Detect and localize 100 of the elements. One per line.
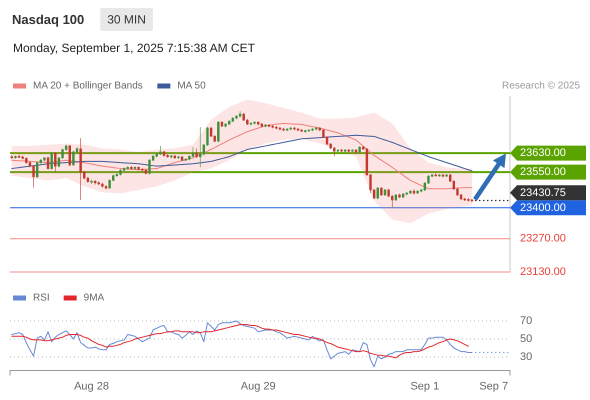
y-tick-label: 23130.00 (520, 266, 566, 278)
candlestick (101, 182, 104, 188)
candlestick (46, 156, 50, 170)
candlestick (166, 154, 169, 158)
candlestick (116, 172, 118, 178)
x-tick-label: Aug 29 (240, 380, 276, 392)
candlestick (442, 174, 444, 178)
candlestick (406, 192, 408, 196)
y-tick-label: 50 (520, 333, 532, 345)
y-tick-label: 30 (520, 351, 532, 363)
candlestick (376, 186, 379, 200)
candlestick (130, 166, 133, 170)
candlestick (409, 190, 412, 194)
candlestick (144, 168, 148, 175)
x-tick-label: Sep 1 (410, 380, 440, 392)
candlestick (104, 184, 108, 190)
candlestick (170, 154, 172, 159)
y-tick-label: 70 (520, 315, 532, 327)
candlestick (402, 192, 404, 198)
candlestick (344, 148, 346, 152)
candlestick (54, 152, 56, 172)
line-series (11, 122, 472, 190)
candlestick (137, 166, 140, 171)
candlestick (79, 138, 82, 200)
candlestick (250, 122, 252, 126)
chart-title: Nasdaq 100 (12, 12, 84, 27)
candlestick (232, 116, 234, 122)
line-series (11, 320, 472, 368)
candlestick (180, 156, 184, 162)
y-tick-label: 23270.00 (520, 232, 566, 245)
candlestick (72, 150, 75, 166)
candlestick (68, 144, 71, 166)
candlestick (162, 150, 166, 157)
x-tick-label: Sep 7 (479, 380, 508, 392)
candlestick (311, 128, 314, 132)
text: 30 MIN (107, 12, 146, 26)
ref-line-label: 23430.75 (520, 186, 566, 199)
candlestick (256, 120, 260, 126)
candlestick (380, 186, 383, 196)
candlestick (304, 129, 306, 133)
candlestick (217, 120, 220, 142)
legend-label: RSI (33, 292, 50, 304)
candlestick (286, 128, 288, 132)
candlestick (275, 126, 278, 130)
candlestick (358, 146, 361, 154)
candlestick (308, 128, 310, 132)
candlestick (300, 128, 303, 132)
candlestick (282, 128, 285, 132)
candlestick (192, 146, 194, 158)
candlestick (445, 174, 448, 178)
line-series (11, 134, 472, 172)
candlestick (416, 190, 419, 194)
candlestick (470, 198, 474, 202)
candlestick (126, 166, 129, 170)
candlestick (348, 148, 350, 153)
candlestick (174, 154, 176, 160)
candlestick (184, 158, 187, 162)
line-series (11, 324, 469, 358)
candlestick (260, 122, 264, 128)
candlestick (199, 126, 202, 168)
candlestick (354, 148, 358, 154)
candlestick (290, 126, 292, 131)
candlestick (438, 174, 441, 178)
candlestick (14, 155, 17, 160)
candlestick (268, 124, 270, 128)
candlestick (36, 161, 38, 178)
candlestick (296, 128, 300, 132)
candlestick (464, 197, 466, 202)
candlestick (90, 179, 93, 184)
legend-label: MA 20 + Bollinger Bands (33, 80, 143, 92)
candlestick (10, 154, 14, 160)
candlestick (351, 148, 354, 153)
candlestick (134, 166, 136, 170)
candlestick (195, 148, 198, 158)
candlestick (264, 124, 267, 128)
candlestick (412, 188, 416, 196)
candlestick (333, 146, 336, 156)
candlestick (32, 164, 35, 188)
candlestick (467, 198, 470, 202)
candlestick (271, 124, 274, 129)
y-tick-label: 23550.00 (520, 166, 566, 178)
candlestick (98, 180, 100, 186)
candlestick (119, 168, 122, 176)
candlestick (384, 188, 386, 196)
text: Research © 2025 (502, 80, 580, 92)
candlestick (235, 114, 238, 120)
candlestick (238, 110, 242, 118)
candlestick (108, 178, 111, 190)
candlestick (177, 156, 180, 160)
candlestick (122, 167, 126, 172)
candlestick (314, 126, 318, 131)
candlestick (224, 122, 227, 128)
y-tick-label: 23630.00 (520, 147, 566, 160)
candlestick (398, 193, 401, 199)
legend-label: 9MA (84, 292, 105, 304)
candlestick (336, 148, 340, 152)
candlestick (293, 126, 296, 131)
candlestick (94, 180, 96, 185)
candlestick (242, 112, 245, 122)
chart-subtitle: Monday, September 1, 2025 7:15:38 AM CET (13, 41, 256, 55)
